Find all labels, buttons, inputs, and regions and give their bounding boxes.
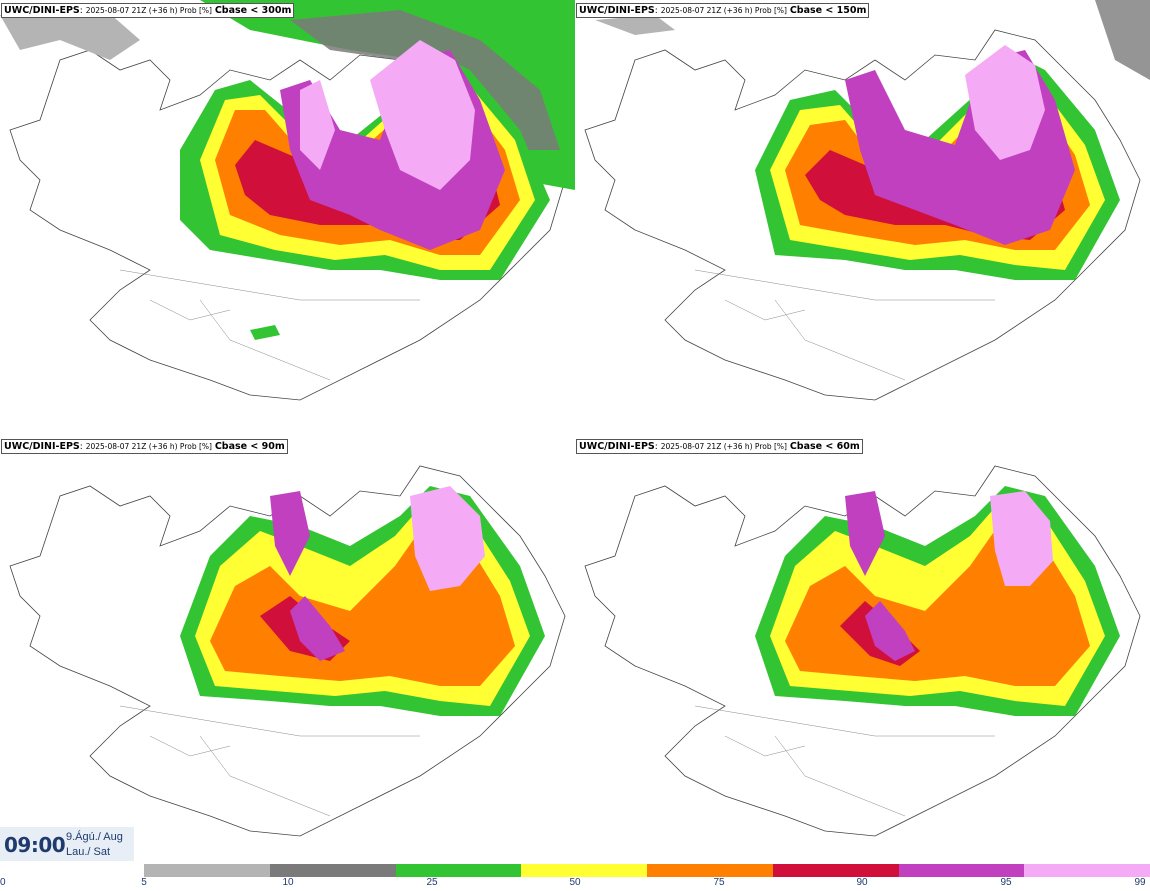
iceland-map-300m (0, 0, 575, 401)
threshold-label: Cbase < 300m (214, 5, 292, 16)
iceland-map-150m (584, 0, 1150, 401)
probability-overlay (755, 486, 1120, 716)
valid-date: 9.Ágú./ Aug (66, 831, 123, 843)
colorbar-segment-0 (144, 864, 270, 877)
valid-time-box: 09:00 9.Ágú./ Aug Lau./ Sat (0, 827, 134, 861)
colorbar-tick: 50 (569, 877, 581, 888)
threshold-label: Cbase < 60m (789, 441, 860, 452)
colorbar-segment-7 (1024, 864, 1150, 877)
colorbar-segment-2 (395, 864, 522, 877)
run-meta: 2025-08-07 21Z (+36 h) Prob [%] (85, 6, 212, 15)
colorbar-tick: 0 (0, 877, 6, 888)
run-meta: 2025-08-07 21Z (+36 h) Prob [%] (660, 6, 787, 15)
model-name: UWC/DINI-EPS (579, 441, 655, 452)
map-panel-150m: UWC/DINI-EPS: 2025-08-07 21Z (+36 h) Pro… (575, 0, 1150, 436)
panel-title: UWC/DINI-EPS: 2025-08-07 21Z (+36 h) Pro… (576, 3, 870, 18)
colorbar-tick: 25 (426, 877, 438, 888)
colorbar-segment-1 (269, 864, 396, 877)
colorbar-tick: 75 (713, 877, 725, 888)
colorbar-segment-3 (521, 864, 647, 877)
colorbar-segment-4 (647, 864, 773, 877)
panel-title: UWC/DINI-EPS: 2025-08-07 21Z (+36 h) Pro… (1, 439, 288, 454)
colorbar-tick: 95 (1000, 877, 1012, 888)
probability-overlay (180, 486, 545, 716)
iceland-map-90m (9, 465, 566, 837)
panel-title: UWC/DINI-EPS: 2025-08-07 21Z (+36 h) Pro… (1, 3, 295, 18)
run-meta: 2025-08-07 21Z (+36 h) Prob [%] (660, 442, 787, 451)
map-panel-300m: UWC/DINI-EPS: 2025-08-07 21Z (+36 h) Pro… (0, 0, 575, 436)
model-name: UWC/DINI-EPS (4, 5, 80, 16)
colorbar-tick: 5 (141, 877, 147, 888)
probability-overlay (0, 0, 575, 340)
panel-title: UWC/DINI-EPS: 2025-08-07 21Z (+36 h) Pro… (576, 439, 863, 454)
probability-overlay (595, 0, 1150, 280)
threshold-label: Cbase < 150m (789, 5, 867, 16)
probability-colorbar (144, 864, 1150, 877)
valid-time: 09:00 (4, 833, 66, 857)
colorbar-tick: 99 (1134, 877, 1146, 888)
map-panel-60m: UWC/DINI-EPS: 2025-08-07 21Z (+36 h) Pro… (575, 436, 1150, 872)
iceland-map-60m (584, 465, 1141, 837)
valid-day: Lau./ Sat (66, 846, 111, 858)
map-panel-90m: UWC/DINI-EPS: 2025-08-07 21Z (+36 h) Pro… (0, 436, 575, 872)
colorbar-tick: 10 (282, 877, 294, 888)
run-meta: 2025-08-07 21Z (+36 h) Prob [%] (85, 442, 212, 451)
colorbar-segment-6 (898, 864, 1025, 877)
model-name: UWC/DINI-EPS (4, 441, 80, 452)
model-name: UWC/DINI-EPS (579, 5, 655, 16)
threshold-label: Cbase < 90m (214, 441, 285, 452)
colorbar-tick: 90 (856, 877, 868, 888)
colorbar-segment-5 (772, 864, 899, 877)
